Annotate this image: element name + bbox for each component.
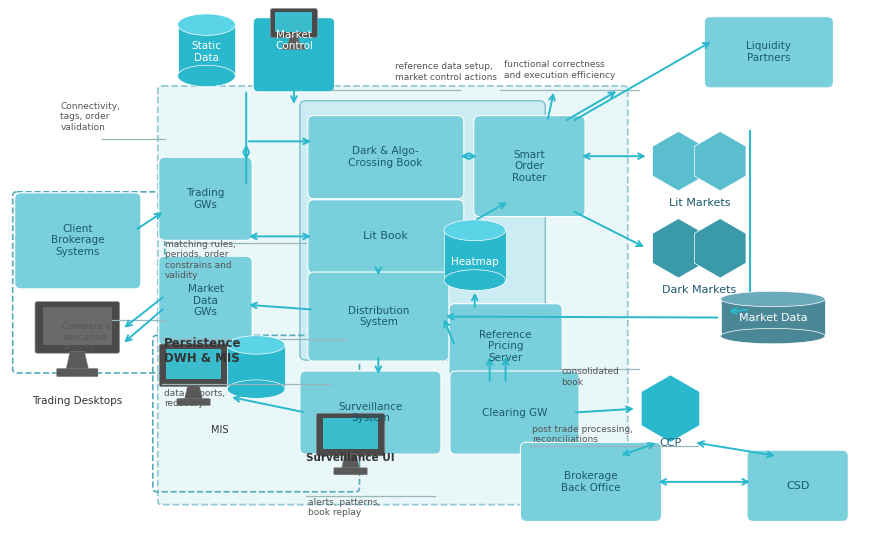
Text: Liquidity
Partners: Liquidity Partners (746, 42, 791, 63)
Text: Market
Control: Market Control (275, 30, 313, 51)
FancyBboxPatch shape (177, 25, 235, 76)
FancyBboxPatch shape (43, 307, 112, 345)
Ellipse shape (720, 328, 824, 344)
Text: functional correctness
and execution efficiency: functional correctness and execution eff… (503, 60, 614, 80)
Text: Trading Desktops: Trading Desktops (32, 395, 123, 406)
Text: Surveillance
System: Surveillance System (338, 402, 402, 423)
Text: Static
Data: Static Data (191, 42, 222, 63)
FancyBboxPatch shape (704, 16, 833, 88)
Text: Lit Markets: Lit Markets (667, 197, 729, 208)
Polygon shape (341, 454, 360, 470)
Ellipse shape (443, 220, 505, 241)
Text: Market
Data
GWs: Market Data GWs (188, 284, 223, 317)
FancyBboxPatch shape (334, 468, 367, 475)
Polygon shape (65, 351, 89, 371)
FancyBboxPatch shape (15, 193, 141, 289)
FancyBboxPatch shape (443, 230, 505, 280)
Ellipse shape (177, 14, 235, 36)
FancyBboxPatch shape (308, 200, 463, 273)
FancyBboxPatch shape (159, 157, 252, 240)
Text: data, reports,
recovery: data, reports, recovery (163, 389, 224, 409)
FancyBboxPatch shape (275, 12, 312, 32)
FancyBboxPatch shape (56, 369, 98, 377)
Polygon shape (184, 385, 202, 401)
Text: matching rules,
periods, order
constrains and
validity: matching rules, periods, order constrain… (164, 240, 235, 280)
FancyBboxPatch shape (448, 304, 561, 390)
FancyBboxPatch shape (746, 450, 847, 521)
Text: Persistence
DWH & MIS: Persistence DWH & MIS (163, 337, 241, 365)
FancyBboxPatch shape (253, 18, 335, 92)
FancyBboxPatch shape (520, 443, 660, 521)
Ellipse shape (443, 270, 505, 290)
Text: Compare vs.
execution
reports: Compare vs. execution reports (63, 322, 119, 352)
Text: Brokerage
Back Office: Brokerage Back Office (561, 471, 620, 493)
FancyBboxPatch shape (308, 272, 448, 361)
FancyBboxPatch shape (227, 345, 285, 389)
FancyBboxPatch shape (157, 86, 627, 505)
Ellipse shape (720, 292, 824, 307)
FancyBboxPatch shape (270, 9, 317, 38)
Polygon shape (652, 219, 703, 278)
FancyBboxPatch shape (322, 418, 378, 449)
Ellipse shape (227, 336, 285, 354)
FancyBboxPatch shape (308, 115, 463, 199)
FancyBboxPatch shape (176, 398, 210, 405)
FancyBboxPatch shape (720, 299, 824, 336)
Text: Heatmap: Heatmap (450, 257, 498, 267)
FancyBboxPatch shape (166, 348, 221, 380)
Text: CCP: CCP (659, 438, 680, 448)
Ellipse shape (177, 65, 235, 86)
FancyBboxPatch shape (282, 44, 305, 49)
Text: post trade processing,
reconciliations: post trade processing, reconciliations (532, 424, 633, 444)
Polygon shape (693, 219, 745, 278)
FancyBboxPatch shape (35, 302, 119, 353)
Ellipse shape (227, 380, 285, 398)
Text: Distribution
System: Distribution System (348, 306, 408, 327)
Text: Dark Markets: Dark Markets (661, 285, 735, 295)
FancyBboxPatch shape (159, 256, 252, 345)
Text: consolidated
book: consolidated book (561, 367, 619, 387)
Text: Surveillance UI: Surveillance UI (306, 453, 395, 463)
FancyBboxPatch shape (474, 115, 584, 217)
Text: Market Data: Market Data (738, 312, 806, 323)
FancyBboxPatch shape (449, 371, 579, 454)
FancyBboxPatch shape (159, 344, 228, 387)
Text: reference data setup,
market control actions: reference data setup, market control act… (395, 62, 497, 82)
Polygon shape (288, 36, 300, 46)
Text: Smart
Order
Router: Smart Order Router (512, 149, 546, 183)
Text: CSD: CSD (785, 481, 808, 491)
Text: Client
Brokerage
Systems: Client Brokerage Systems (50, 224, 104, 257)
Text: Reference
Pricing
Server: Reference Pricing Server (479, 330, 531, 363)
Text: Dark & Algo-
Crossing Book: Dark & Algo- Crossing Book (348, 147, 422, 168)
Text: Clearing GW: Clearing GW (481, 408, 547, 417)
FancyBboxPatch shape (300, 371, 441, 454)
Text: alerts, patterns,
book replay: alerts, patterns, book replay (308, 498, 380, 517)
Polygon shape (640, 375, 699, 443)
Polygon shape (652, 131, 703, 191)
Text: MIS: MIS (210, 426, 228, 435)
FancyBboxPatch shape (316, 414, 384, 456)
Text: Lit Book: Lit Book (362, 231, 408, 241)
Polygon shape (693, 131, 745, 191)
Text: Trading
GWs: Trading GWs (186, 188, 224, 210)
FancyBboxPatch shape (300, 101, 545, 360)
Text: Connectivity,
tags, order
validation: Connectivity, tags, order validation (60, 102, 120, 131)
